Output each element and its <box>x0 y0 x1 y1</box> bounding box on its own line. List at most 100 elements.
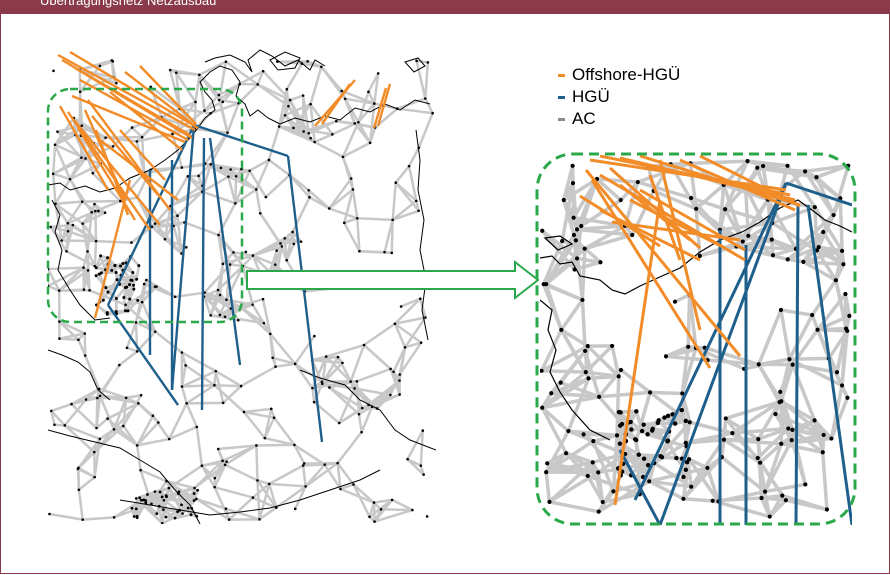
substation-node <box>256 83 259 86</box>
substation-node <box>275 249 278 252</box>
ac-line <box>176 215 183 254</box>
ac-line <box>367 72 380 93</box>
ac-line <box>542 240 564 285</box>
ac-line <box>747 234 775 257</box>
substation-node <box>97 272 101 276</box>
substation-node <box>558 380 563 385</box>
ac-line <box>198 74 206 111</box>
ac-line <box>93 141 114 148</box>
ac-line <box>719 221 773 232</box>
substation-node <box>756 437 761 442</box>
ac-line <box>404 316 427 349</box>
substation-node <box>544 281 549 287</box>
ch-border <box>119 499 271 516</box>
substation-node <box>181 512 184 515</box>
substation-node <box>86 269 90 272</box>
ac-line <box>596 472 605 503</box>
substation-node <box>80 124 84 127</box>
ac-line <box>541 395 600 410</box>
ac-line <box>311 355 327 362</box>
substation-node <box>272 416 276 420</box>
ac-line <box>359 249 385 254</box>
substation-node <box>320 65 323 69</box>
substation-node <box>287 104 290 108</box>
ac-line <box>648 479 692 489</box>
ac-line <box>149 85 181 110</box>
ac-line <box>747 159 764 168</box>
substation-node <box>816 245 821 250</box>
substation-node <box>422 473 425 476</box>
substation-node <box>80 156 83 159</box>
ac-line <box>336 462 355 486</box>
substation-node <box>343 97 347 101</box>
ac-line <box>136 415 155 446</box>
substation-node <box>213 383 216 387</box>
ac-line <box>394 322 422 344</box>
ac-line <box>383 219 394 253</box>
ac-line <box>214 383 242 388</box>
ac-line <box>314 133 333 144</box>
ac-line <box>695 183 725 211</box>
substation-node <box>689 195 694 201</box>
ac-line <box>840 330 850 386</box>
ac-line <box>779 364 795 402</box>
substation-node <box>145 278 148 282</box>
substation-node <box>674 455 679 461</box>
ac-line <box>168 464 203 490</box>
ac-line <box>584 233 633 251</box>
ac-line <box>275 485 307 509</box>
ac-line <box>63 398 87 427</box>
ac-line <box>653 461 693 489</box>
ac-line <box>816 248 843 253</box>
ac-line <box>391 182 397 220</box>
substation-node <box>307 132 311 135</box>
substation-node <box>56 130 59 133</box>
substation-node <box>256 479 259 482</box>
substation-node <box>841 262 846 267</box>
ac-line <box>214 370 225 404</box>
substation-node <box>83 354 87 357</box>
ac-line <box>268 158 291 177</box>
substation-node <box>360 406 364 410</box>
ac-line <box>176 190 204 217</box>
substation-node <box>337 421 341 425</box>
substation-node <box>647 479 652 484</box>
ac-line <box>288 174 311 199</box>
substation-node <box>150 502 153 506</box>
ac-line <box>419 465 425 475</box>
substation-node <box>834 370 840 375</box>
ac-line <box>336 119 355 125</box>
ac-line <box>51 144 57 174</box>
ac-line <box>239 70 264 86</box>
ac-line <box>685 431 733 445</box>
ac-line <box>99 424 124 441</box>
substation-node <box>829 436 834 441</box>
ac-line <box>328 207 358 220</box>
substation-node <box>161 508 165 512</box>
ac-line <box>203 291 221 316</box>
substation-node <box>407 164 411 168</box>
substation-node <box>261 297 265 301</box>
substation-node <box>173 295 177 299</box>
substation-node <box>574 227 580 232</box>
substation-node <box>71 223 75 227</box>
substation-node <box>132 283 136 287</box>
ac-line <box>341 121 360 158</box>
ac-line <box>293 126 333 136</box>
ac-line <box>689 196 722 232</box>
ac-line <box>198 60 227 76</box>
substation-node <box>203 109 206 112</box>
ac-line <box>827 357 850 399</box>
substation-node <box>283 113 287 117</box>
right-hvdc-lines <box>618 181 852 525</box>
ac-line <box>215 370 242 388</box>
ac-line <box>256 443 295 447</box>
substation-node <box>58 337 61 340</box>
ac-line <box>185 384 216 405</box>
ac-line <box>268 483 278 508</box>
ac-line <box>54 178 72 205</box>
substation-node <box>122 296 126 300</box>
substation-node <box>403 346 407 349</box>
ac-line <box>54 202 84 225</box>
substation-node <box>299 240 303 243</box>
